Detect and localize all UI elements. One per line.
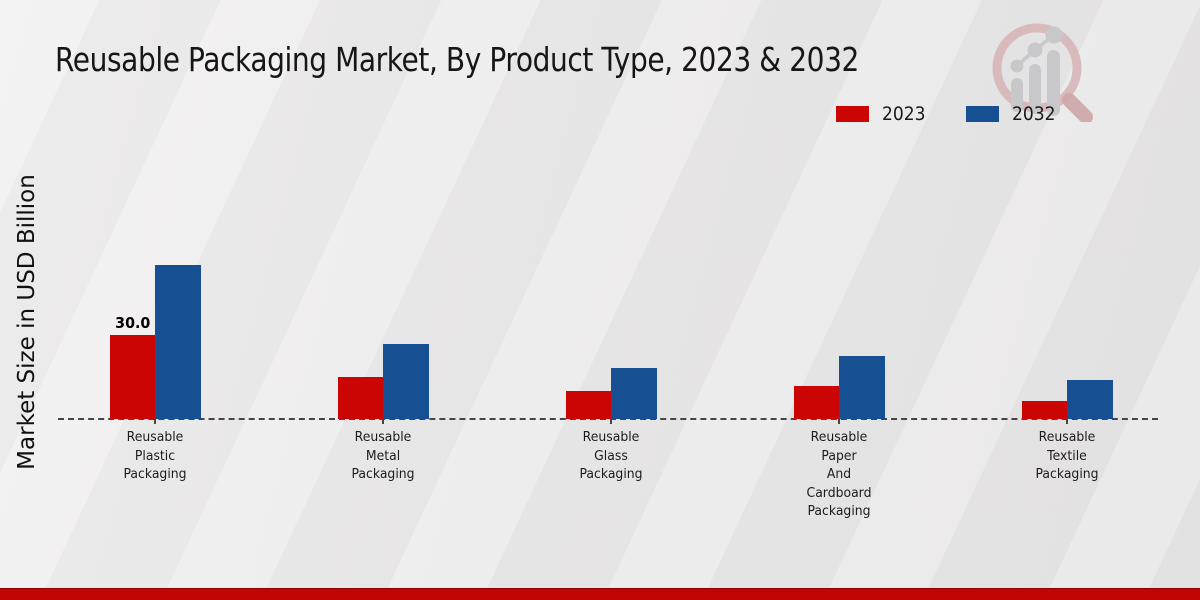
magnifier-barchart-logo-icon: [992, 23, 1093, 122]
bar-2023-category-1: [337, 377, 383, 420]
legend-label: 2032: [1012, 103, 1056, 125]
bar-2032-category-0: [155, 264, 201, 420]
x-axis-tick: [610, 419, 612, 424]
category-label-4: Reusable Textile Packaging: [1035, 429, 1099, 482]
category-label-3: Reusable Paper And Cardboard Packaging: [806, 429, 872, 519]
bar-2023-category-3: [793, 385, 839, 420]
legend: 2023 2032: [836, 103, 1061, 125]
footer-stripe: [0, 588, 1200, 600]
bar-2032-category-4: [1067, 380, 1113, 420]
x-axis-tick: [1066, 419, 1068, 424]
y-axis-label: Market Size in USD Billion: [14, 174, 40, 470]
category-label-1: Reusable Metal Packaging: [351, 429, 415, 482]
bar-value-label: 30.0: [114, 314, 150, 333]
x-axis-tick: [154, 419, 156, 424]
legend-label: 2023: [882, 103, 926, 125]
category-label-2: Reusable Glass Packaging: [579, 429, 643, 482]
x-axis-tick: [382, 419, 384, 424]
chart-title: Reusable Packaging Market, By Product Ty…: [55, 40, 859, 79]
bar-2032-category-1: [383, 343, 429, 420]
legend-swatch-2032: [966, 106, 1000, 122]
bar-2032-category-2: [611, 367, 657, 420]
legend-item-2023: 2023: [836, 103, 930, 125]
legend-swatch-2023: [836, 106, 869, 122]
x-axis-tick: [838, 419, 840, 424]
category-label-0: Reusable Plastic Packaging: [123, 429, 187, 482]
legend-item-2032: 2032: [966, 103, 1060, 125]
bar-2023-category-2: [565, 391, 611, 420]
bar-2023-category-4: [1021, 401, 1067, 420]
bar-2032-category-3: [839, 356, 885, 420]
bar-2023-category-0: [109, 335, 155, 420]
